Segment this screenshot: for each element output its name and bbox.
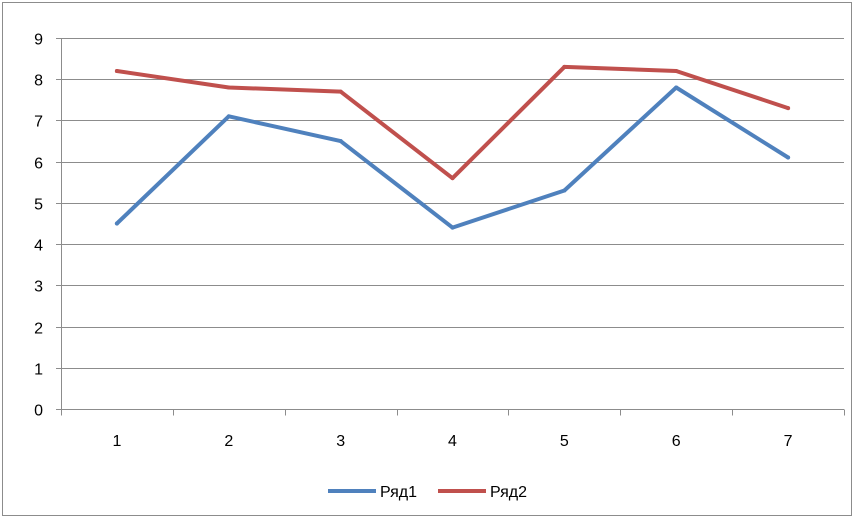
- y-tick-label: 3: [34, 279, 43, 296]
- y-tick-label: 1: [34, 362, 43, 379]
- y-tick-label: 6: [34, 156, 43, 173]
- data-point: [114, 221, 119, 226]
- legend-label-1: Ряд1: [380, 484, 417, 501]
- y-tick-label: 2: [34, 321, 43, 338]
- axes: [56, 38, 845, 416]
- y-tick-label: 5: [34, 197, 43, 214]
- x-tick-label: 7: [784, 433, 793, 450]
- series-line-2: [114, 64, 791, 181]
- gridlines: [61, 38, 844, 369]
- data-point: [226, 85, 231, 90]
- y-tick-label: 9: [34, 32, 43, 49]
- x-tick-label: 3: [336, 433, 345, 450]
- legend: Ряд1 Ряд2: [328, 484, 527, 501]
- x-tick-label: 6: [672, 433, 681, 450]
- x-tick-label: 4: [448, 433, 457, 450]
- x-tick-label: 5: [560, 433, 569, 450]
- legend-label-2: Ряд2: [490, 484, 527, 501]
- x-tick-label: 1: [112, 433, 121, 450]
- data-point: [450, 225, 455, 230]
- data-point: [450, 176, 455, 181]
- data-point: [338, 89, 343, 94]
- data-point: [562, 188, 567, 193]
- y-tick-label: 0: [34, 403, 43, 420]
- data-point: [786, 155, 791, 160]
- y-tick-label: 7: [34, 114, 43, 131]
- data-point: [786, 106, 791, 111]
- data-point: [338, 139, 343, 144]
- data-point: [674, 68, 679, 73]
- data-point: [114, 68, 119, 73]
- series: [114, 64, 791, 230]
- data-point: [674, 85, 679, 90]
- tick-labels: 0 1 2 3 4 5 6 7 8 9 1 2 3 4 5 6 7: [34, 32, 793, 451]
- y-tick-label: 4: [34, 238, 43, 255]
- x-tick-label: 2: [224, 433, 233, 450]
- data-point: [562, 64, 567, 69]
- series-line-1: [114, 85, 791, 230]
- y-tick-label: 8: [34, 73, 43, 90]
- data-point: [226, 114, 231, 119]
